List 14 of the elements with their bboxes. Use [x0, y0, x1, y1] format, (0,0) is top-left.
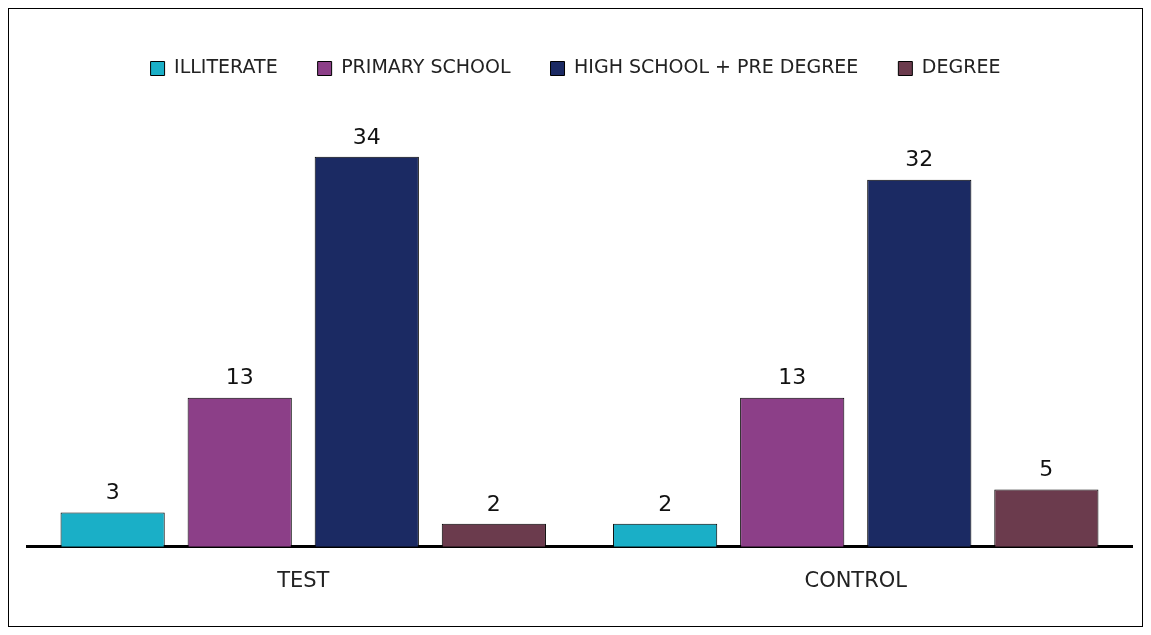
data-label: 13 — [225, 364, 254, 390]
data-label: 3 — [105, 479, 120, 505]
data-label: 13 — [778, 364, 807, 390]
x-tick-label: CONTROL — [804, 567, 908, 592]
data-label: 2 — [486, 490, 501, 516]
data-label: 2 — [658, 490, 673, 516]
data-label: 5 — [1039, 456, 1054, 482]
legend-label: DEGREE — [921, 55, 1001, 78]
legend-label: HIGH SCHOOL + PRE DEGREE — [574, 55, 859, 78]
data-label: 32 — [905, 146, 934, 172]
legend-label: ILLITERATE — [174, 55, 278, 78]
legend-label: PRIMARY SCHOOL — [341, 55, 511, 78]
x-tick-label: TEST — [276, 567, 330, 592]
data-label: 34 — [352, 123, 381, 149]
